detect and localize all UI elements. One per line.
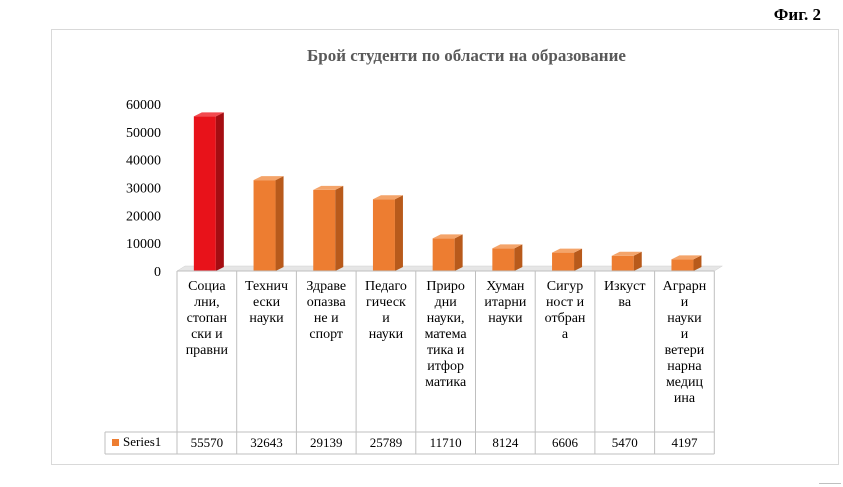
y-tick-label: 30000 bbox=[126, 182, 161, 197]
category-label: Приро дни науки, матема тика и итфор матика bbox=[424, 279, 467, 390]
data-value-cell: 55570 bbox=[190, 435, 224, 450]
data-value-cell: 25789 bbox=[369, 435, 403, 450]
chart-title: Брой студенти по области на образование bbox=[307, 46, 626, 65]
y-tick-label: 60000 bbox=[126, 98, 161, 113]
figure-label: Фиг. 2 bbox=[773, 5, 821, 24]
bar-4 bbox=[432, 234, 463, 271]
bar-2 bbox=[313, 185, 344, 271]
category-label: Изкуст ва bbox=[603, 279, 646, 310]
y-tick-label: 10000 bbox=[126, 237, 161, 252]
legend-swatch bbox=[112, 439, 119, 446]
chart-frame bbox=[51, 29, 839, 465]
legend-series-entry: Series1 bbox=[105, 432, 175, 452]
bar-7 bbox=[611, 251, 642, 271]
data-value-cell: 8124 bbox=[492, 435, 519, 450]
bar-1 bbox=[253, 176, 284, 271]
category-label: Здраве опазва не и спорт bbox=[306, 279, 347, 342]
bar-3 bbox=[372, 195, 403, 271]
corner-mark bbox=[819, 483, 841, 484]
data-value-cell: 11710 bbox=[429, 435, 462, 450]
category-label: Социа лни, стопан ски и правни bbox=[185, 279, 228, 358]
category-label: Аграрн и науки и ветери нарна медиц ина bbox=[662, 279, 707, 406]
category-label: Сигур ност и отбран а bbox=[544, 279, 586, 342]
bar-0 bbox=[193, 112, 224, 271]
bar-6 bbox=[552, 248, 583, 271]
data-value-cell: 29139 bbox=[309, 435, 343, 450]
y-tick-label: 50000 bbox=[126, 126, 161, 141]
legend-series-name: Series1 bbox=[123, 434, 162, 449]
bar-5 bbox=[492, 244, 523, 271]
data-value-cell: 6606 bbox=[552, 435, 579, 450]
y-tick-label: 40000 bbox=[126, 154, 161, 169]
category-label: Технич ески науки bbox=[244, 279, 289, 326]
category-label: Педаго гическ и науки bbox=[365, 279, 407, 342]
bar-8 bbox=[671, 255, 702, 271]
y-tick-label: 20000 bbox=[126, 209, 161, 224]
data-value-cell: 32643 bbox=[250, 435, 283, 450]
data-value-cell: 4197 bbox=[671, 435, 698, 450]
category-label: Хуман итарни науки bbox=[484, 279, 527, 326]
data-value-cell: 5470 bbox=[611, 435, 638, 450]
y-tick-label: 0 bbox=[154, 265, 161, 280]
